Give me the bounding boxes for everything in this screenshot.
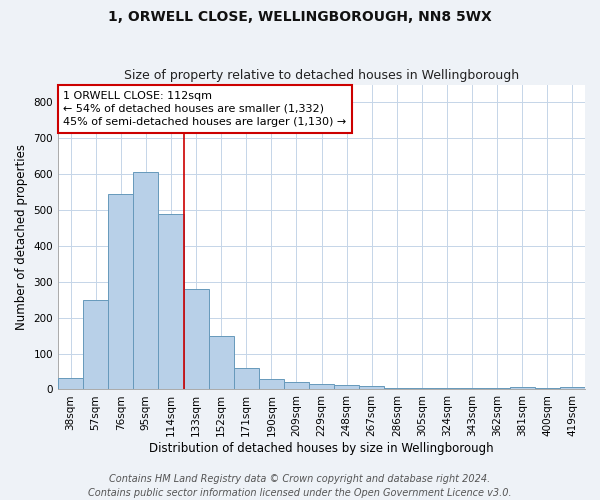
- Bar: [359, 386, 384, 390]
- Y-axis label: Number of detached properties: Number of detached properties: [15, 144, 28, 330]
- Bar: [485, 388, 510, 390]
- X-axis label: Distribution of detached houses by size in Wellingborough: Distribution of detached houses by size …: [149, 442, 494, 455]
- Bar: [334, 385, 359, 390]
- Bar: [535, 388, 560, 390]
- Bar: [83, 300, 108, 390]
- Bar: [309, 384, 334, 390]
- Bar: [133, 172, 158, 390]
- Bar: [108, 194, 133, 390]
- Bar: [284, 382, 309, 390]
- Bar: [460, 388, 485, 390]
- Bar: [158, 214, 184, 390]
- Bar: [209, 336, 233, 390]
- Bar: [184, 289, 209, 390]
- Text: 1, ORWELL CLOSE, WELLINGBOROUGH, NN8 5WX: 1, ORWELL CLOSE, WELLINGBOROUGH, NN8 5WX: [108, 10, 492, 24]
- Bar: [434, 388, 460, 390]
- Bar: [233, 368, 259, 390]
- Bar: [259, 378, 284, 390]
- Bar: [409, 388, 434, 390]
- Title: Size of property relative to detached houses in Wellingborough: Size of property relative to detached ho…: [124, 69, 519, 82]
- Bar: [560, 386, 585, 390]
- Bar: [58, 378, 83, 390]
- Bar: [384, 388, 409, 390]
- Bar: [510, 386, 535, 390]
- Text: 1 ORWELL CLOSE: 112sqm
← 54% of detached houses are smaller (1,332)
45% of semi-: 1 ORWELL CLOSE: 112sqm ← 54% of detached…: [64, 90, 347, 127]
- Text: Contains HM Land Registry data © Crown copyright and database right 2024.
Contai: Contains HM Land Registry data © Crown c…: [88, 474, 512, 498]
